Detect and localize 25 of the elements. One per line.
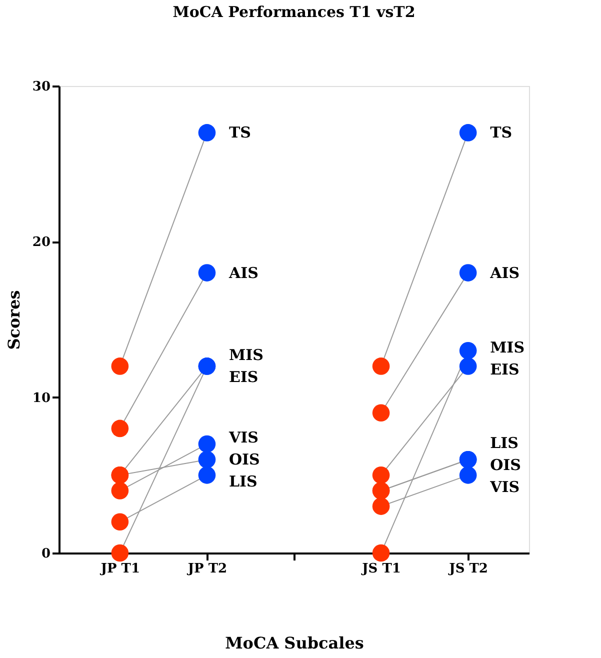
annotation: TS xyxy=(228,124,251,142)
y-tick-label: 10 xyxy=(32,390,50,406)
x-tick-label: JP T1 xyxy=(100,562,140,576)
x-tick-label: JS T2 xyxy=(448,562,488,576)
annotation: LIS xyxy=(490,434,518,452)
y-axis-title: Scores xyxy=(4,290,24,350)
annotation: OIS xyxy=(490,456,521,474)
y-tick-label: 0 xyxy=(41,546,50,562)
annotation: MIS xyxy=(228,346,264,364)
annotation: VIS xyxy=(489,478,520,496)
annotation: MIS xyxy=(490,338,525,356)
x-tick-label: JS T1 xyxy=(361,562,401,576)
x-axis-title: MoCA Subcales xyxy=(225,634,364,652)
y-tick-label: 30 xyxy=(32,80,50,94)
annotation: AIS xyxy=(489,264,520,282)
annotation: VIS xyxy=(228,428,258,447)
x-tick-label: JP T2 xyxy=(186,562,228,576)
annotation: LIS xyxy=(228,472,258,491)
annotation: EIS xyxy=(490,360,520,378)
annotation: TS xyxy=(490,124,512,142)
chart-title: MoCA Performances T1 vsT2 xyxy=(172,3,416,21)
annotation: EIS xyxy=(228,368,258,386)
y-tick-label: 20 xyxy=(32,235,50,250)
annotation: AIS xyxy=(228,264,258,282)
annotation: OIS xyxy=(228,450,260,469)
